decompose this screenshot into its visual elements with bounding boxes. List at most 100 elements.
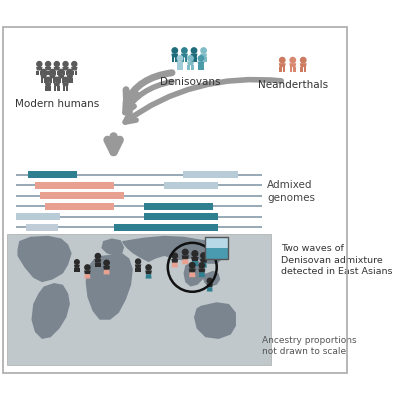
Bar	[16, 174, 262, 176]
Text: Admixed
genomes: Admixed genomes	[268, 179, 316, 203]
Polygon shape	[289, 64, 296, 68]
Polygon shape	[199, 273, 205, 277]
Polygon shape	[187, 62, 194, 66]
Text: Ancestry proportions
not drawn to scale: Ancestry proportions not drawn to scale	[262, 335, 357, 356]
Polygon shape	[304, 68, 306, 73]
Polygon shape	[58, 79, 61, 83]
Circle shape	[85, 265, 90, 270]
Bar	[144, 203, 213, 210]
Circle shape	[199, 263, 204, 269]
Circle shape	[46, 78, 50, 83]
Circle shape	[177, 57, 183, 62]
Circle shape	[63, 78, 68, 83]
Polygon shape	[145, 271, 152, 274]
Circle shape	[104, 261, 109, 266]
Circle shape	[182, 49, 187, 54]
Polygon shape	[203, 271, 220, 287]
Polygon shape	[36, 68, 42, 71]
Polygon shape	[190, 55, 198, 58]
Circle shape	[136, 259, 140, 264]
Bar	[144, 214, 218, 221]
Polygon shape	[95, 263, 98, 267]
Text: Neanderthals: Neanderthals	[258, 79, 328, 89]
Polygon shape	[50, 79, 52, 83]
Bar	[205, 237, 228, 260]
Polygon shape	[66, 71, 68, 76]
Polygon shape	[70, 79, 73, 83]
Circle shape	[37, 63, 42, 67]
Polygon shape	[67, 76, 73, 79]
Polygon shape	[171, 259, 178, 263]
Polygon shape	[300, 64, 307, 68]
Polygon shape	[62, 83, 69, 87]
Polygon shape	[74, 265, 80, 268]
Circle shape	[41, 70, 46, 75]
Polygon shape	[191, 257, 199, 261]
Bar	[26, 224, 58, 231]
Bar	[36, 182, 114, 189]
Circle shape	[201, 253, 206, 259]
Polygon shape	[293, 68, 296, 73]
Polygon shape	[194, 302, 236, 339]
Polygon shape	[45, 68, 51, 71]
Polygon shape	[57, 87, 60, 91]
Polygon shape	[194, 58, 197, 63]
Bar	[205, 249, 228, 260]
Polygon shape	[104, 270, 110, 275]
Bar	[16, 195, 262, 197]
Polygon shape	[188, 66, 190, 71]
Polygon shape	[84, 274, 90, 279]
Polygon shape	[58, 76, 64, 79]
Polygon shape	[172, 58, 174, 63]
Polygon shape	[200, 259, 207, 263]
Polygon shape	[71, 68, 78, 71]
Bar	[16, 184, 262, 187]
Circle shape	[75, 260, 79, 265]
Bar	[28, 172, 77, 179]
Bar	[16, 216, 262, 218]
Polygon shape	[181, 55, 188, 58]
Bar	[16, 214, 60, 221]
Circle shape	[72, 63, 77, 67]
Polygon shape	[171, 55, 178, 58]
Bar	[164, 182, 218, 189]
Polygon shape	[198, 66, 201, 71]
Text: Two waves of
Denisovan admixture
detected in East Asians: Two waves of Denisovan admixture detecte…	[281, 243, 393, 276]
Polygon shape	[57, 71, 60, 76]
Polygon shape	[54, 68, 60, 71]
Polygon shape	[200, 55, 207, 58]
Polygon shape	[200, 263, 207, 268]
Bar	[114, 224, 218, 231]
Polygon shape	[135, 265, 141, 268]
Polygon shape	[94, 259, 101, 263]
Circle shape	[54, 63, 59, 67]
Polygon shape	[62, 79, 64, 83]
Circle shape	[300, 58, 306, 64]
Circle shape	[290, 58, 296, 64]
Polygon shape	[206, 284, 213, 288]
Polygon shape	[75, 71, 77, 76]
Bar	[183, 172, 238, 179]
Polygon shape	[86, 254, 133, 320]
Polygon shape	[45, 87, 48, 91]
Polygon shape	[67, 79, 70, 83]
Polygon shape	[207, 288, 213, 292]
Polygon shape	[98, 263, 101, 267]
Bar	[7, 235, 271, 365]
Polygon shape	[48, 87, 51, 91]
Polygon shape	[177, 66, 180, 71]
Circle shape	[198, 57, 204, 62]
Polygon shape	[62, 68, 69, 71]
Circle shape	[207, 279, 212, 284]
Polygon shape	[184, 261, 205, 287]
Polygon shape	[45, 83, 51, 87]
Polygon shape	[32, 284, 70, 339]
Polygon shape	[138, 268, 141, 273]
Circle shape	[146, 265, 151, 270]
Polygon shape	[103, 266, 110, 270]
Polygon shape	[40, 71, 42, 76]
Circle shape	[280, 58, 285, 64]
Polygon shape	[18, 236, 72, 282]
Polygon shape	[41, 79, 43, 83]
Polygon shape	[36, 71, 39, 76]
